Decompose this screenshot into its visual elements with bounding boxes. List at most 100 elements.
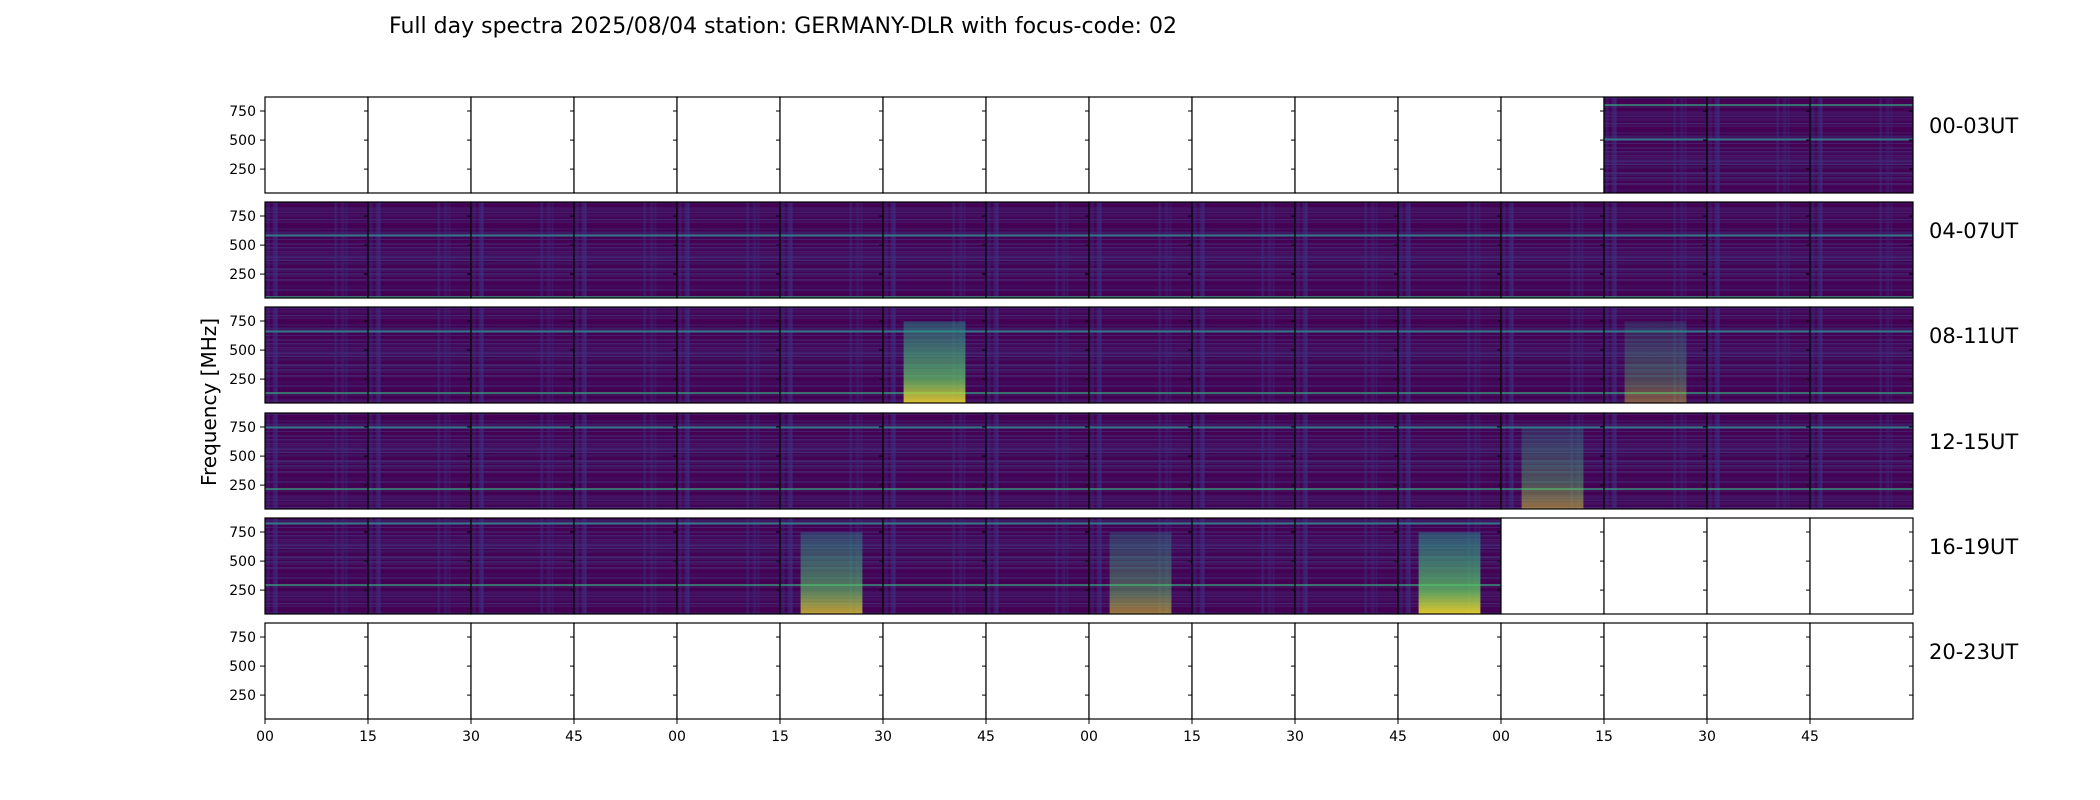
x-tick-label: 00 — [668, 729, 686, 745]
y-tick-label: 750 — [229, 420, 256, 436]
spectrum-panel — [1398, 307, 1501, 403]
spectrum-panel — [780, 202, 883, 298]
x-tick-label: 15 — [1183, 729, 1201, 745]
spectrum-panel — [883, 518, 986, 614]
x-tick-label: 00 — [256, 729, 274, 745]
y-tick-label: 500 — [229, 133, 256, 149]
spectrum-panel — [1501, 307, 1604, 403]
y-tick-label: 500 — [229, 554, 256, 570]
spectrum-panel — [265, 623, 368, 719]
spectrum-panel — [1604, 97, 1707, 193]
y-tick-label: 750 — [229, 104, 256, 120]
spectrum-panel — [574, 97, 677, 193]
spectrum-panel — [986, 518, 1089, 614]
y-tick-label: 250 — [229, 372, 256, 388]
spectrum-panel — [471, 97, 574, 193]
spectrum-panel — [368, 413, 471, 509]
panel-grid: 250 500 750 00-03UT 250 500 750 04-07UT 250 500 75… — [229, 96, 2018, 720]
spectrum-panel — [368, 202, 471, 298]
spectrum-panel — [368, 518, 471, 614]
x-tick-label: 45 — [565, 729, 583, 745]
spectrum-panel — [1501, 623, 1604, 719]
y-tick-label: 750 — [229, 630, 256, 646]
row-label: 20-23UT — [1929, 640, 2018, 664]
spectrum-panel — [471, 518, 574, 614]
spectrum-panel — [265, 518, 368, 614]
spectrum-panel — [1295, 623, 1398, 719]
burst-mark — [1418, 532, 1481, 614]
spectrum-panel — [574, 413, 677, 509]
y-tick-label: 500 — [229, 449, 256, 465]
row-label: 08-11UT — [1929, 324, 2018, 348]
spectrum-panel — [986, 202, 1089, 298]
chart-title: Full day spectra 2025/08/04 station: GER… — [389, 14, 1177, 39]
panel-frame — [1809, 412, 1914, 510]
spectrum-panel — [471, 202, 574, 298]
y-tick-label: 250 — [229, 478, 256, 494]
spectrum-panel — [574, 202, 677, 298]
spectrum-panel — [1707, 307, 1810, 403]
spectrum-panel — [986, 413, 1089, 509]
spectrum-panel — [471, 307, 574, 403]
x-tick-label: 15 — [1595, 729, 1613, 745]
panel-frame — [1809, 517, 1914, 615]
spectra-row-00-03UT: 250 500 750 00-03UT — [229, 96, 2018, 194]
spectrum-panel — [677, 307, 780, 403]
spectrum-panel — [1604, 413, 1707, 509]
y-tick-label: 500 — [229, 659, 256, 675]
spectra-row-08-11UT: 250 500 750 08-11UT — [229, 306, 2018, 404]
panel-frame — [1809, 96, 1914, 194]
row-label: 16-19UT — [1929, 535, 2018, 559]
panel-frame — [1809, 306, 1914, 404]
spectra-row-12-15UT: 250 500 750 12-15UT — [229, 412, 2018, 510]
y-tick-label: 250 — [229, 162, 256, 178]
spectrum-panel — [780, 97, 883, 193]
row-label: 12-15UT — [1929, 430, 2018, 454]
spectrum-panel — [574, 518, 677, 614]
spectrum-panel — [574, 307, 677, 403]
spectrum-panel — [677, 202, 780, 298]
spectrum-panel — [1604, 202, 1707, 298]
spectrum-panel — [1810, 307, 1913, 403]
spectrum-panel — [1192, 518, 1295, 614]
x-tick-label: 30 — [1286, 729, 1304, 745]
spectrum-panel — [1192, 307, 1295, 403]
spectrum-panel — [1295, 518, 1398, 614]
x-tick-label: 15 — [359, 729, 377, 745]
x-tick-label: 45 — [1801, 729, 1819, 745]
spectrum-panel — [265, 202, 368, 298]
x-axis: 00 15 30 45 00 15 30 45 00 15 30 45 00 15 30 45 — [256, 719, 1819, 745]
spectrum-panel — [986, 97, 1089, 193]
spectrum-panel — [780, 307, 883, 403]
burst-mark — [1624, 321, 1687, 403]
x-tick-label: 45 — [1389, 729, 1407, 745]
spectrum-panel — [677, 518, 780, 614]
spectrum-panel — [1398, 413, 1501, 509]
spectrum-panel — [1295, 307, 1398, 403]
spectrum-panel — [368, 97, 471, 193]
spectrum-panel — [883, 623, 986, 719]
spectrum-panel — [471, 413, 574, 509]
y-tick-label: 500 — [229, 238, 256, 254]
spectrum-panel — [265, 307, 368, 403]
spectrum-panel — [471, 623, 574, 719]
x-tick-label: 30 — [1698, 729, 1716, 745]
spectrum-panel — [677, 413, 780, 509]
spectrum-panel — [1810, 518, 1913, 614]
x-tick-label: 45 — [977, 729, 995, 745]
spectrum-panel — [1501, 97, 1604, 193]
y-tick-label: 250 — [229, 688, 256, 704]
spectrum-panel — [1192, 97, 1295, 193]
y-axis-label: Frequency [MHz] — [197, 318, 221, 486]
spectrum-panel — [883, 97, 986, 193]
spectra-row-20-23UT: 250 500 750 20-23UT — [229, 622, 2018, 720]
y-tick-label: 250 — [229, 583, 256, 599]
x-tick-label: 00 — [1080, 729, 1098, 745]
spectrum-panel — [1295, 97, 1398, 193]
spectrum-panel — [1089, 307, 1192, 403]
spectrum-panel — [883, 413, 986, 509]
spectrum-panel — [677, 97, 780, 193]
panel-frame — [1809, 622, 1914, 720]
x-tick-label: 15 — [771, 729, 789, 745]
spectrum-panel — [1707, 97, 1810, 193]
